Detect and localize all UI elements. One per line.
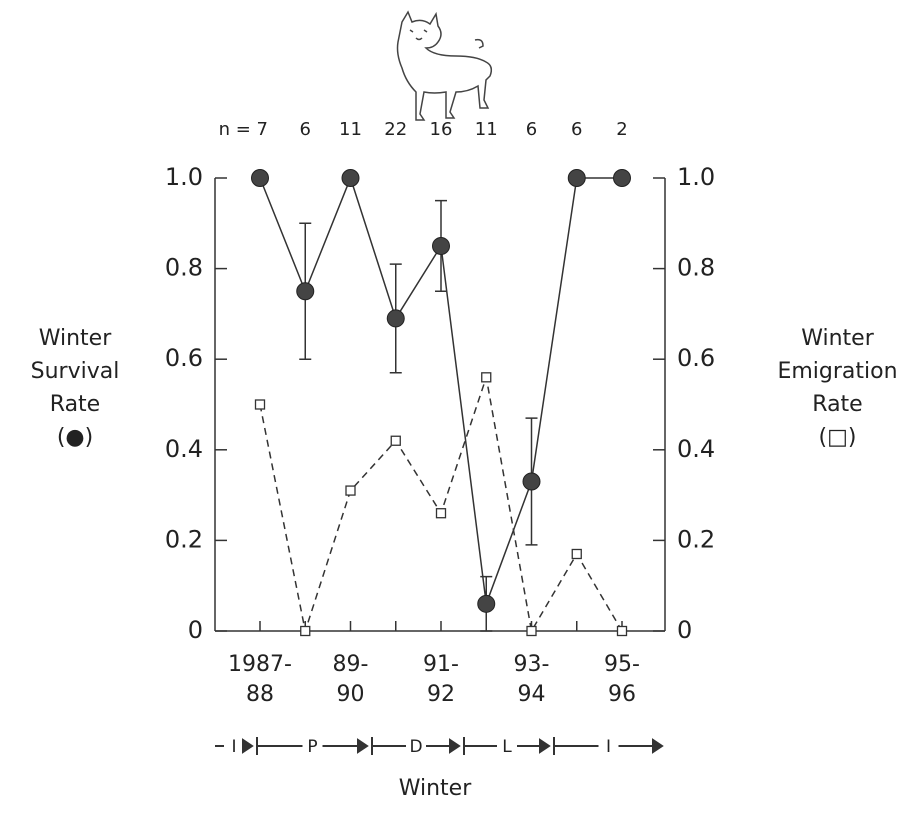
n-label: 6: [300, 119, 311, 140]
x-tick-label: 95- 96: [604, 652, 640, 707]
y-tick-label: 0.2: [165, 525, 203, 553]
n-label: 6: [526, 119, 537, 140]
n-label: 22: [384, 119, 407, 140]
marker-circle: [567, 169, 586, 187]
phase-label: D: [409, 737, 422, 757]
phase-label: P: [307, 737, 317, 757]
y2-axis-label: Winter Emigration Rate (□): [777, 326, 898, 450]
x-tick-label: 93- 94: [513, 652, 550, 707]
lynx-drawing: [396, 10, 493, 121]
n-label: 2: [616, 119, 627, 140]
marker-square: [435, 508, 447, 519]
phase-arrow: [463, 737, 551, 755]
marker-square: [616, 625, 628, 637]
marker-square: [481, 372, 492, 383]
y2-tick-label: 0.8: [677, 254, 715, 282]
x-tick-label: 89- 90: [332, 652, 369, 707]
n-label: 6: [571, 119, 582, 140]
series-line: [259, 377, 623, 634]
phase-label: I: [606, 737, 611, 757]
phase-arrow: [215, 738, 254, 754]
marker-circle: [613, 169, 631, 187]
marker-square: [254, 399, 266, 410]
marker-circle: [432, 236, 450, 255]
n-label: 11: [339, 119, 362, 140]
y2-tick-label: 1.0: [677, 163, 715, 191]
marker-square: [345, 485, 356, 496]
phase-arrow: [371, 737, 461, 755]
marker-square: [526, 625, 537, 637]
marker-circle: [341, 169, 360, 187]
y2-tick-label: 0: [677, 616, 692, 644]
x-axis-label: Winter: [398, 776, 472, 801]
marker-circle: [251, 169, 269, 187]
y-tick-label: 0.6: [165, 344, 203, 372]
marker-square: [390, 435, 401, 446]
marker-circle: [386, 309, 405, 328]
marker-square: [571, 548, 582, 560]
y-tick-label: 0.4: [165, 435, 203, 463]
marker-square: [300, 625, 311, 637]
x-tick-label: 1987- 88: [228, 652, 292, 707]
x-tick-label: 91- 92: [423, 652, 459, 707]
y-tick-label: 0.8: [165, 254, 203, 282]
phase-label: L: [502, 737, 512, 757]
marker-circle: [522, 472, 541, 491]
n-label: 11: [475, 119, 498, 140]
y-tick-label: 0: [188, 616, 203, 644]
marker-circle: [477, 594, 496, 613]
phase-arrow: [553, 737, 664, 755]
y-tick-label: 1.0: [165, 163, 203, 191]
y2-tick-label: 0.4: [677, 435, 715, 463]
y2-tick-label: 0.6: [677, 344, 715, 372]
n-label: 16: [430, 119, 453, 140]
phase-label: I: [231, 737, 236, 757]
y-axis-label: Winter Survival Rate (●): [30, 326, 120, 450]
n-label: n = 7: [219, 119, 268, 140]
phase-arrow: [256, 737, 369, 755]
marker-circle: [296, 282, 315, 301]
y2-tick-label: 0.2: [677, 525, 715, 553]
